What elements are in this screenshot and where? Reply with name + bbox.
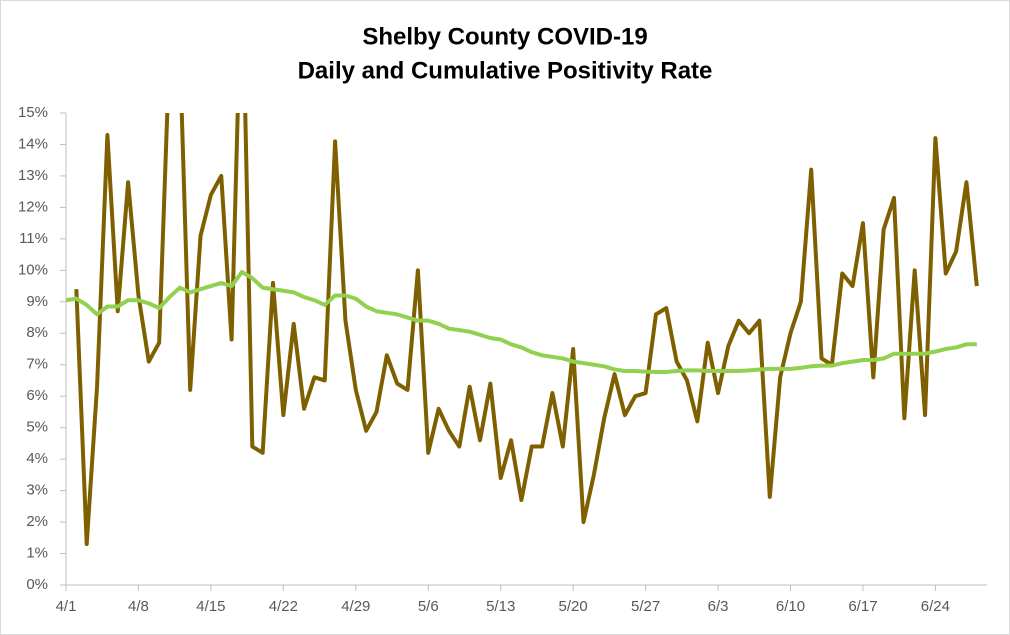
plot-area	[65, 113, 979, 547]
x-tick-label: 4/22	[269, 598, 298, 615]
y-tick-label: 13%	[18, 167, 48, 184]
x-tick-label: 4/1	[56, 598, 77, 615]
x-tick-label: 6/3	[708, 598, 729, 615]
y-tick-label: 7%	[26, 356, 48, 373]
chart-subtitle: Daily and Cumulative Positivity Rate	[298, 57, 713, 84]
x-tick-label: 6/10	[776, 598, 805, 615]
y-tick-label: 4%	[26, 450, 48, 467]
x-tick-label: 6/24	[921, 598, 950, 615]
x-tick-label: 4/15	[196, 598, 225, 615]
y-tick-label: 2%	[26, 513, 48, 530]
y-tick-label: 10%	[18, 261, 48, 278]
x-tick-label: 5/27	[631, 598, 660, 615]
chart-title: Shelby County COVID-19	[362, 23, 647, 50]
y-tick-label: 12%	[18, 198, 48, 215]
x-tick-label: 5/20	[559, 598, 588, 615]
x-tick-label: 4/29	[341, 598, 370, 615]
y-tick-label: 14%	[18, 135, 48, 152]
y-tick-label: 3%	[26, 482, 48, 499]
y-tick-label: 1%	[26, 545, 48, 562]
x-tick-label: 5/6	[418, 598, 439, 615]
y-tick-label: 5%	[26, 419, 48, 436]
series-line	[74, 113, 979, 547]
x-tick-label: 4/8	[128, 598, 149, 615]
y-tick-label: 0%	[26, 576, 48, 593]
y-tick-label: 15%	[18, 104, 48, 121]
y-tick-label: 8%	[26, 324, 48, 341]
series-line	[65, 269, 977, 374]
x-tick-label: 5/13	[486, 598, 515, 615]
x-tick-label: 6/17	[848, 598, 877, 615]
y-tick-label: 11%	[19, 230, 48, 247]
y-tick-label: 6%	[26, 387, 48, 404]
y-tick-label: 9%	[26, 293, 48, 310]
